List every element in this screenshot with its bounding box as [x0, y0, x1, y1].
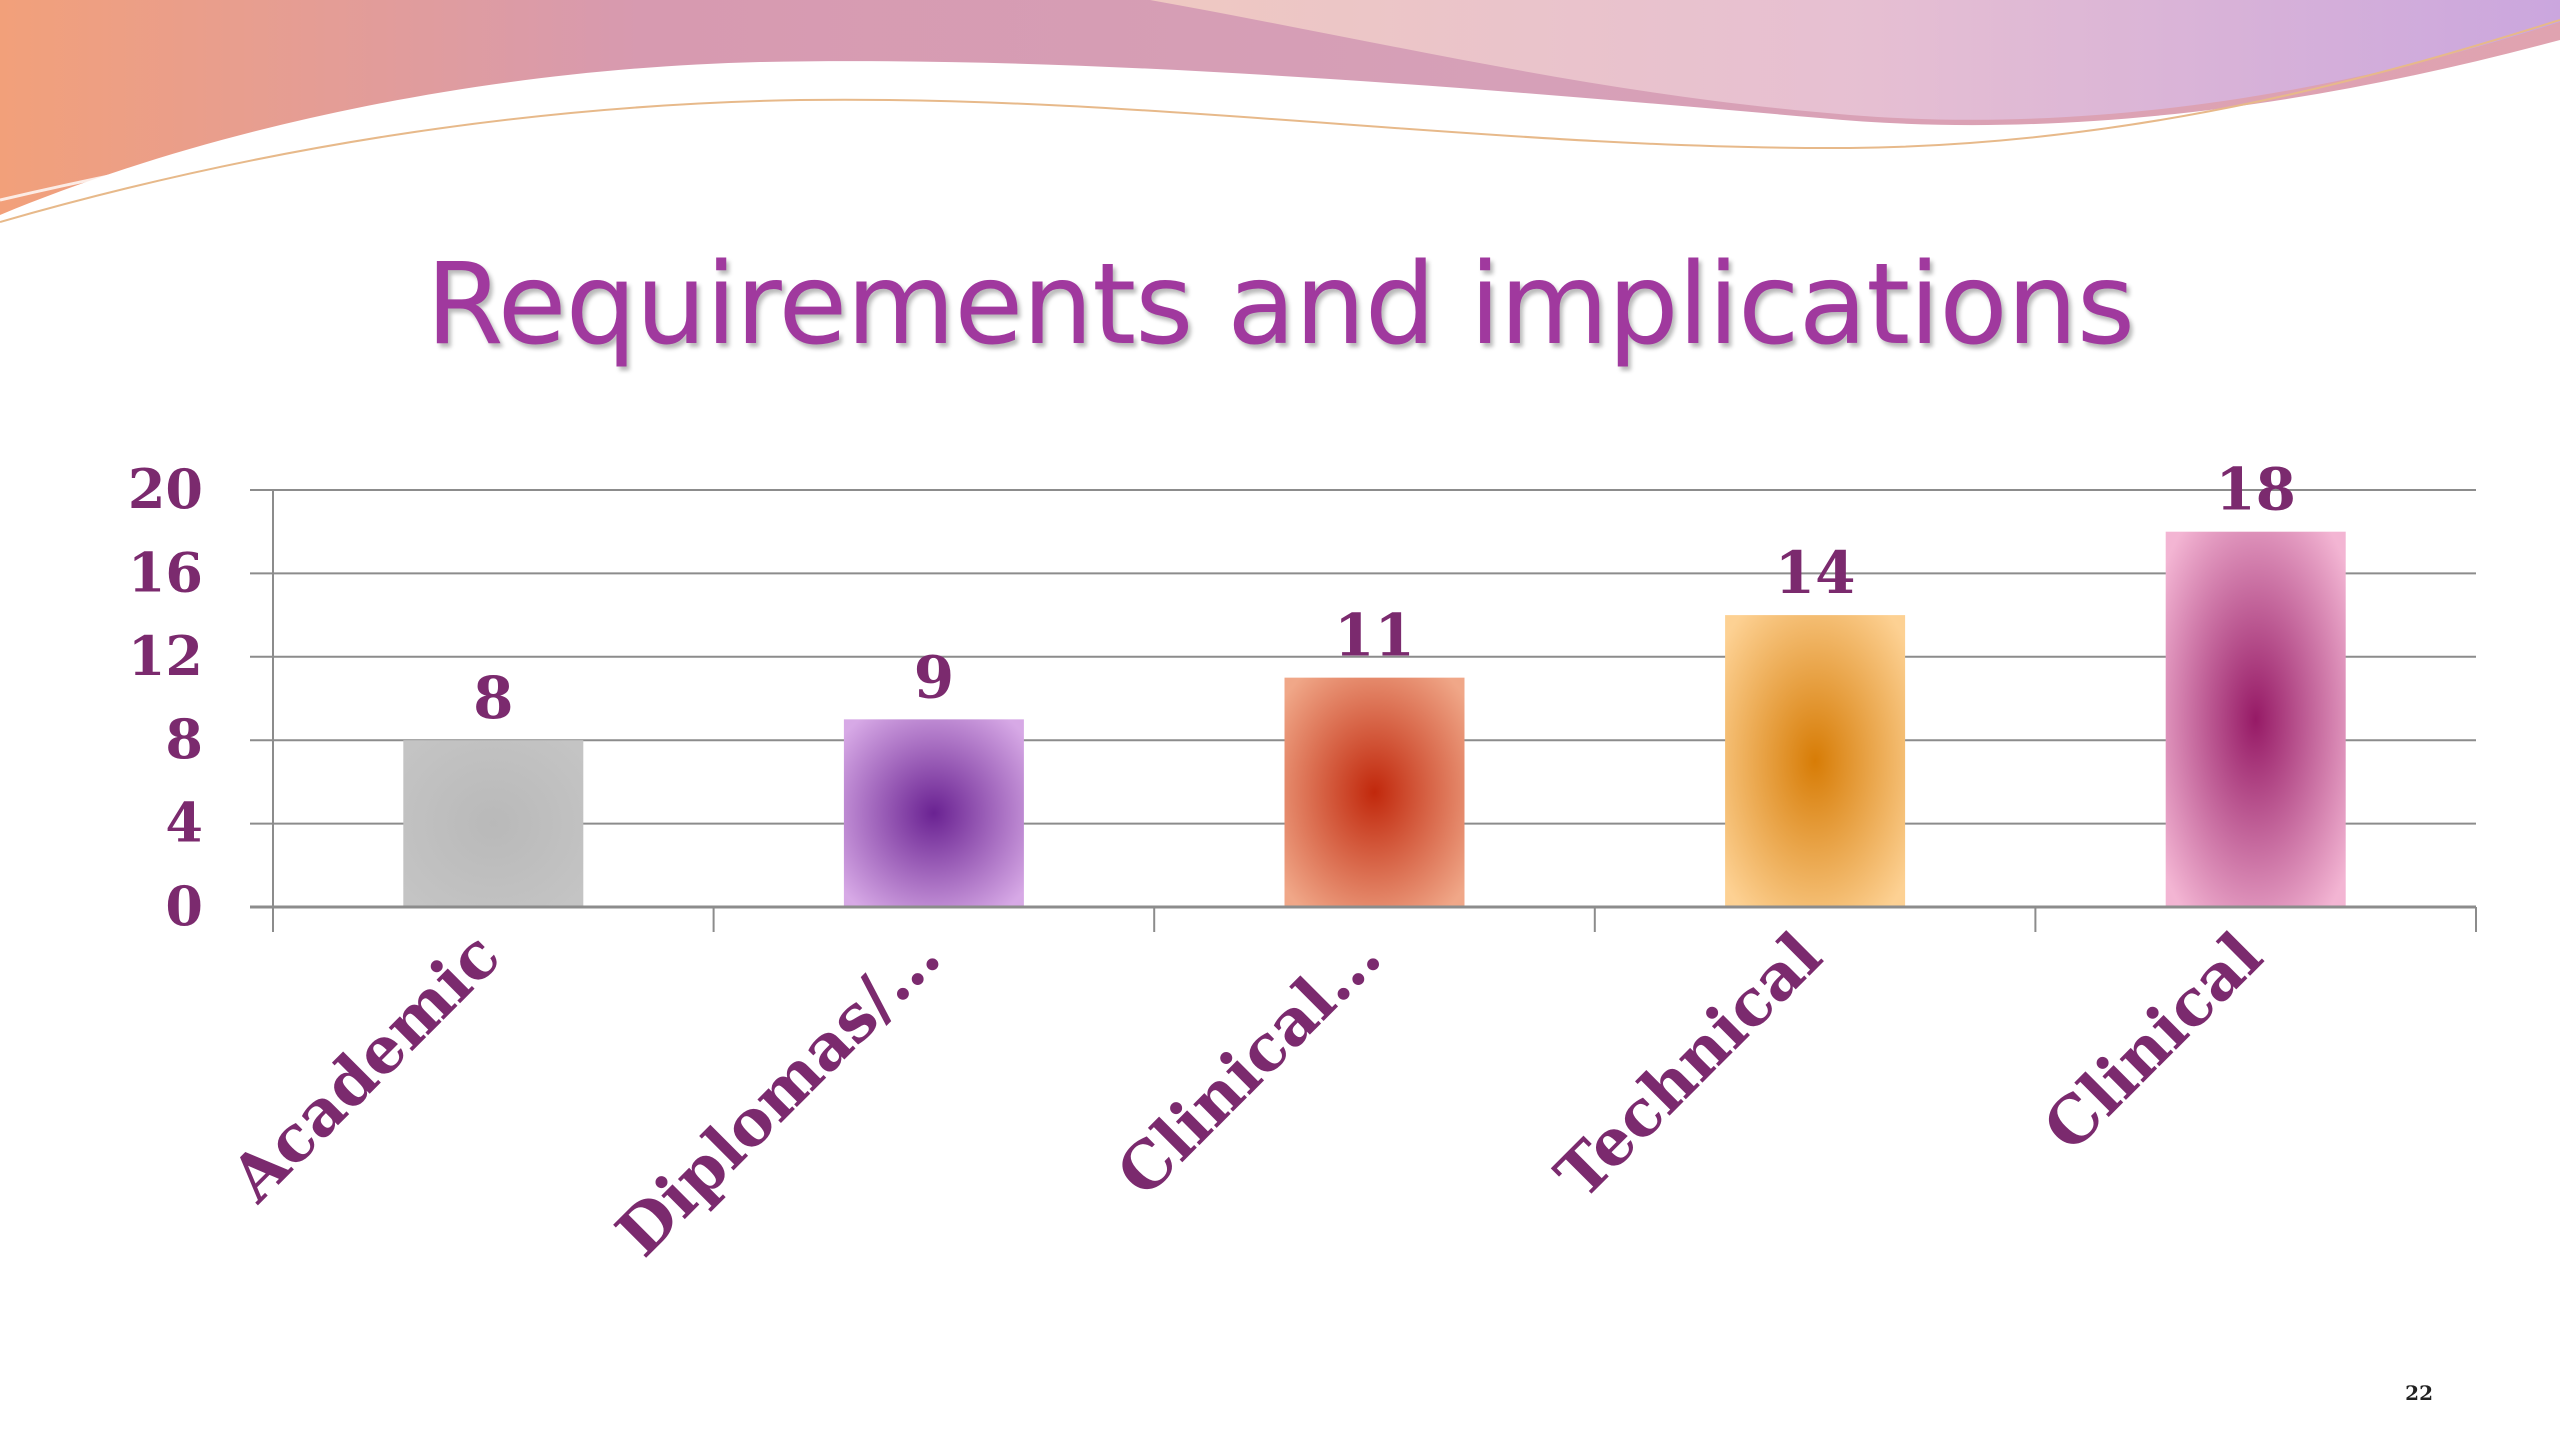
axes	[250, 490, 2477, 932]
bars	[403, 531, 2346, 907]
slide-title: Requirements and implications	[425, 240, 2135, 370]
y-tick-label: 12	[128, 624, 203, 688]
y-tick-label: 4	[165, 791, 203, 855]
y-tick-label: 16	[128, 540, 203, 604]
data-label: 11	[1334, 602, 1415, 670]
bar-3	[1284, 677, 1465, 907]
category-label: Clinical	[2029, 918, 2277, 1166]
data-label: 14	[1775, 539, 1856, 607]
bar-5	[2165, 531, 2346, 907]
bar-4	[1725, 615, 1906, 907]
data-label: 9	[914, 643, 954, 711]
slide-number: 22	[2405, 1381, 2433, 1405]
y-tick-label: 20	[128, 457, 203, 521]
bar-2	[843, 719, 1024, 907]
category-label: Academic	[216, 918, 515, 1217]
y-tick-label: 8	[165, 707, 203, 771]
bar-1	[403, 740, 584, 907]
data-label: 18	[2215, 456, 2296, 524]
header-swoosh-decoration	[0, 0, 2560, 223]
y-tick-label: 0	[165, 874, 203, 938]
category-label: Clinical…	[1103, 918, 1396, 1211]
category-label: Diplomas/…	[602, 918, 955, 1271]
data-label: 8	[473, 664, 513, 732]
category-label: Technical	[1541, 918, 1836, 1213]
